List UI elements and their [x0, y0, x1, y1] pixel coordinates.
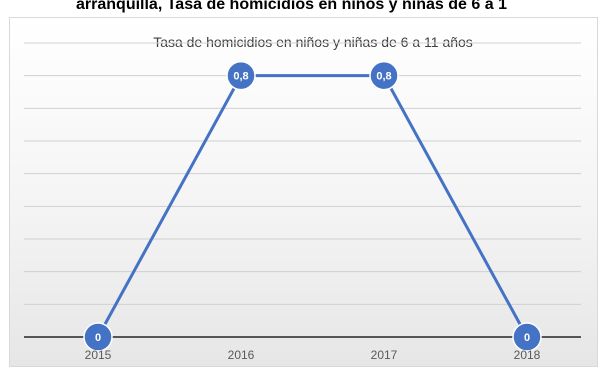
- data-point-marker: [226, 60, 256, 91]
- series-line-group: [96, 74, 529, 338]
- x-tick-label: 2016: [228, 348, 255, 362]
- data-label: 0: [524, 332, 530, 344]
- x-tick-labels: 2015 2016 2017 2018: [85, 348, 541, 362]
- data-point-marker: [369, 60, 399, 91]
- data-label: 0: [95, 332, 101, 344]
- x-tick-label: 2015: [85, 348, 112, 362]
- markers-group: 0 0,8 0,8 0: [83, 60, 542, 352]
- data-point-marker: [83, 322, 113, 352]
- page-heading: arranquilla, Tasa de homicidios en niños…: [76, 0, 507, 13]
- gridlines: [24, 42, 581, 305]
- data-label: 0,8: [233, 71, 248, 83]
- series-line: [96, 74, 529, 338]
- x-tick-label: 2018: [514, 348, 541, 362]
- data-label: 0,8: [376, 71, 391, 83]
- chart-title: Tasa de homicidios en niños y niñas de 6…: [153, 34, 473, 50]
- data-point-marker: [512, 322, 542, 352]
- x-tick-label: 2017: [371, 348, 398, 362]
